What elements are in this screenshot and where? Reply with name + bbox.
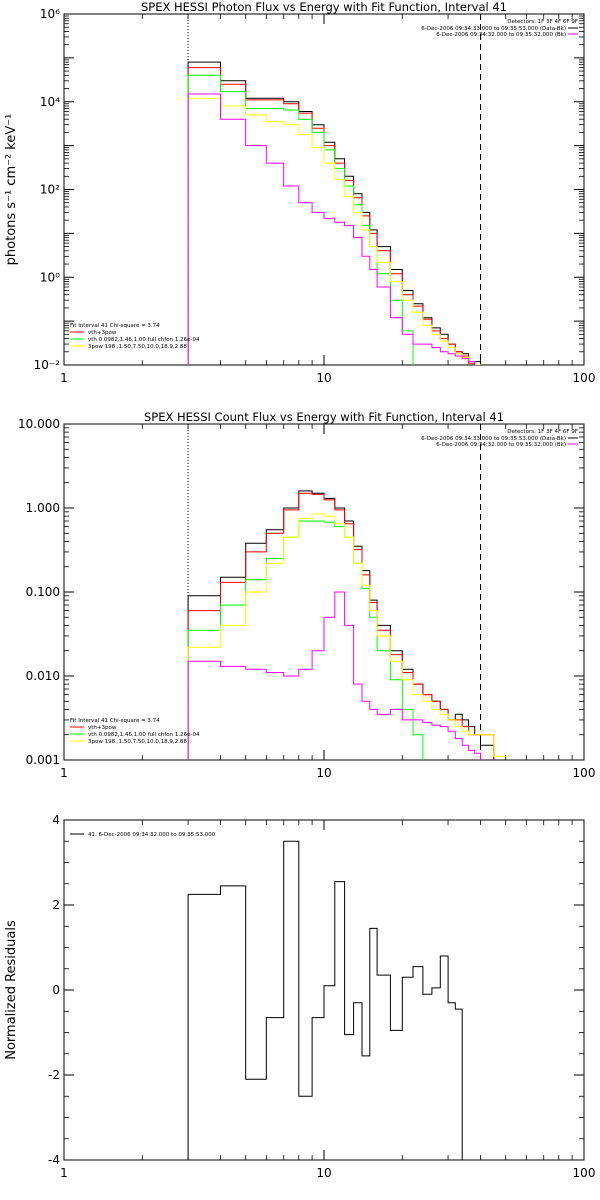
y-tick-label: -2 (48, 1068, 60, 1082)
series-5-line (187, 93, 476, 365)
series-4-line (187, 513, 506, 760)
y-tick-label: 10⁴ (40, 95, 60, 109)
x-tick-label: 100 (573, 766, 596, 780)
y-tick-label: 1.000 (26, 501, 60, 515)
series-1-line (187, 61, 495, 365)
legend-left-label: vth 0.0982,1.46,1.00 full chfon 1.26e-04 (88, 337, 200, 343)
y-tick-label: 10⁶ (40, 7, 60, 21)
legend-right-label: 6-Dec-2006 09:34:33.000 to 09:35:53.000 … (421, 26, 566, 32)
x-tick-label: 10 (316, 1166, 331, 1180)
legend-right-header: Detectors: 1F 3F 4F 6F 9F (507, 19, 578, 25)
legend-left-label: vth 0.0982,1.46,1.00 full chfon 1.26e-04 (88, 732, 200, 738)
y-tick-label: 10² (40, 183, 60, 197)
legend-right-label: 6-Dec-2006 09:34:33.000 to 09:35:53.000 … (421, 436, 566, 442)
y-tick-label: 0.001 (26, 753, 60, 767)
plot-frame (63, 423, 585, 761)
series-2-line (187, 492, 495, 760)
x-tick-label: 10 (316, 766, 331, 780)
x-tick-label: 1 (60, 1166, 68, 1180)
legend-left-label: 3pow 198.,1.50,7.50,10.0,18.9,2.88 (88, 739, 187, 745)
panel-3: 1 10 100 -4 -2 0 2 4 Normalized Residuals 41. 6-D… (4, 813, 595, 1180)
y-axis-label: Normalized Residuals (4, 920, 19, 1060)
legend-left-header: Fit Interval 41 Chi-square = 3.74 (70, 323, 160, 329)
y-tick-label: 10⁻² (34, 358, 61, 372)
series-1-line (187, 490, 495, 760)
legend-left-label: 3pow 198.,1.50,7.50,10.0,18.9,2.88 (88, 344, 187, 350)
x-tick-label: 1 (60, 766, 68, 780)
series-4-line (187, 97, 481, 365)
panel-2: SPEX HESSI Count Flux vs Energy with Fit… (18, 410, 595, 780)
series-3-line (187, 520, 424, 760)
chart-title: SPEX HESSI Count Flux vs Energy with Fit… (144, 410, 504, 424)
plot-frame (63, 13, 585, 366)
x-tick-label: 100 (573, 371, 596, 385)
series-1-line (187, 840, 463, 1160)
y-tick-label: 4 (52, 813, 60, 827)
legend-right-header: Detectors: 1F 3F 4F 6F 9F (507, 429, 578, 435)
x-tick-label: 100 (573, 1166, 596, 1180)
legend-left-label: 41. 6-Dec-2006 09:34:32.000 to 09:35:53.… (88, 832, 216, 838)
y-tick-label: 2 (52, 898, 60, 912)
y-tick-label: -4 (48, 1153, 60, 1167)
y-tick-label: 10⁰ (40, 270, 60, 284)
legend-right-label: 6-Dec-2006 09:34:32.000 to 09:35:32.000 … (436, 32, 566, 38)
legend-left-label: vth+3pow (88, 330, 117, 336)
y-tick-label: 0 (52, 983, 60, 997)
y-axis-label: photons s⁻¹ cm⁻² keV⁻¹ (4, 114, 19, 266)
x-tick-label: 10 (316, 371, 331, 385)
legend-left-header: Fit Interval 41 Chi-square = 3.74 (70, 718, 160, 724)
panel-1: SPEX HESSI Photon Flux vs Energy with Fi… (4, 0, 595, 385)
y-tick-label: 10.000 (18, 417, 60, 431)
legend-right-label: 6-Dec-2006 09:34:32.000 to 09:35:32.000 … (436, 442, 566, 448)
series-5-line (187, 591, 481, 760)
series-2-line (187, 67, 481, 365)
x-tick-label: 1 (60, 371, 68, 385)
y-tick-label: 0.100 (26, 585, 60, 599)
chart-title: SPEX HESSI Photon Flux vs Energy with Fi… (141, 0, 507, 14)
y-tick-label: 0.010 (26, 669, 60, 683)
legend-left-label: vth+3pow (88, 725, 117, 731)
series-3-line (187, 74, 414, 365)
